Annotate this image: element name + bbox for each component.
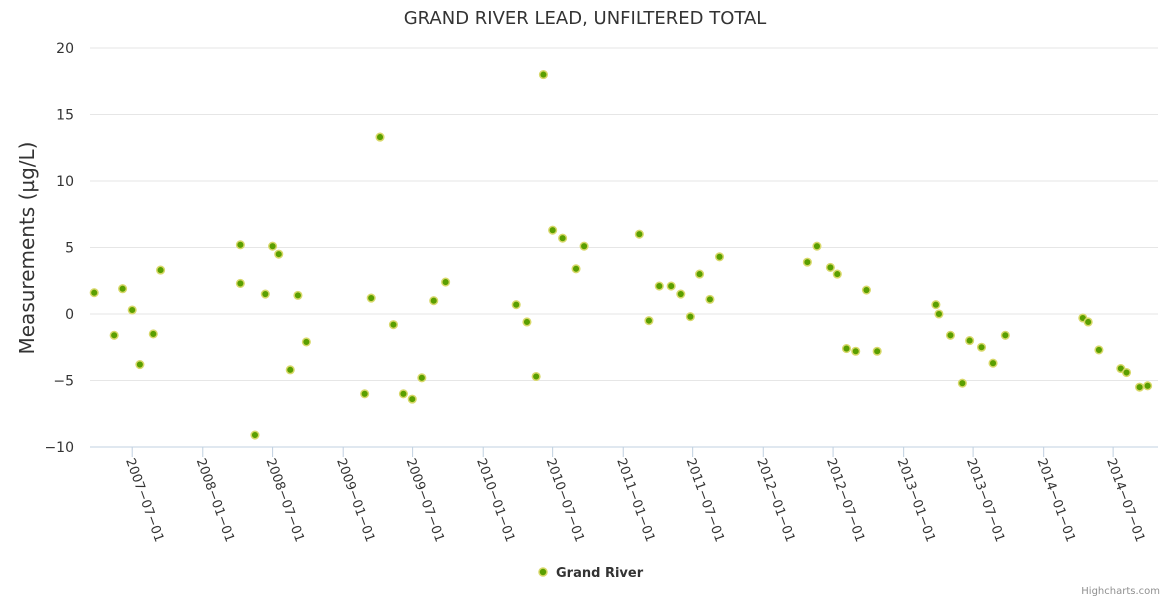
data-point[interactable]	[360, 389, 370, 399]
data-point[interactable]	[851, 346, 861, 356]
data-point[interactable]	[417, 373, 427, 383]
data-point[interactable]	[548, 225, 558, 235]
data-point[interactable]	[685, 312, 695, 322]
data-point[interactable]	[375, 132, 385, 142]
data-point[interactable]	[135, 359, 145, 370]
data-point[interactable]	[511, 300, 521, 310]
y-tick-label: 15	[56, 108, 74, 124]
data-point[interactable]	[579, 241, 589, 251]
credits-link[interactable]: Highcharts.com	[1081, 586, 1160, 597]
data-point[interactable]	[1094, 345, 1104, 355]
data-point[interactable]	[934, 309, 944, 319]
y-tick-label: −10	[44, 440, 74, 456]
data-point[interactable]	[156, 265, 166, 275]
data-point[interactable]	[861, 285, 871, 295]
data-point[interactable]	[965, 336, 975, 346]
data-point[interactable]	[825, 262, 835, 273]
data-point[interactable]	[388, 320, 398, 330]
y-tick-label: 0	[65, 307, 74, 323]
data-point[interactable]	[118, 284, 128, 294]
data-point[interactable]	[695, 269, 705, 279]
data-point[interactable]	[988, 358, 998, 368]
legend-item-grand-river[interactable]: Grand River	[556, 566, 644, 581]
data-point[interactable]	[109, 330, 119, 340]
data-point[interactable]	[293, 290, 303, 300]
data-point[interactable]	[429, 296, 439, 306]
data-point[interactable]	[957, 378, 967, 388]
data-point[interactable]	[398, 389, 408, 399]
data-point[interactable]	[802, 257, 812, 267]
y-tick-label: −5	[53, 374, 74, 390]
data-point[interactable]	[832, 269, 842, 279]
data-point[interactable]	[976, 342, 987, 352]
data-point[interactable]	[301, 337, 311, 347]
data-point[interactable]	[812, 241, 822, 251]
data-point[interactable]	[1135, 382, 1145, 392]
data-point[interactable]	[1121, 367, 1132, 378]
data-point[interactable]	[285, 365, 295, 375]
y-tick-label: 20	[56, 41, 74, 57]
data-point[interactable]	[268, 241, 278, 251]
data-point[interactable]	[148, 329, 158, 339]
legend-marker[interactable]	[538, 567, 548, 577]
data-point[interactable]	[260, 289, 270, 299]
data-point[interactable]	[538, 70, 548, 80]
data-point[interactable]	[441, 277, 451, 287]
y-tick-label: 5	[65, 241, 74, 257]
data-point[interactable]	[522, 317, 532, 327]
data-point[interactable]	[654, 281, 664, 291]
chart-title: GRAND RIVER LEAD, UNFILTERED TOTAL	[404, 8, 767, 29]
data-point[interactable]	[1083, 317, 1093, 327]
data-point[interactable]	[571, 264, 581, 274]
data-point[interactable]	[1143, 381, 1153, 391]
y-axis-label: Measurements (µg/L)	[15, 142, 39, 355]
data-point[interactable]	[250, 430, 260, 440]
data-point[interactable]	[931, 300, 941, 310]
data-point[interactable]	[634, 229, 644, 239]
data-point[interactable]	[676, 289, 686, 299]
data-point[interactable]	[705, 294, 715, 304]
data-point[interactable]	[945, 330, 956, 340]
data-point[interactable]	[366, 293, 376, 303]
y-tick-label: 10	[56, 174, 74, 190]
data-point[interactable]	[666, 281, 676, 291]
data-point[interactable]	[235, 278, 245, 288]
data-point[interactable]	[531, 371, 541, 382]
data-point[interactable]	[644, 316, 654, 326]
data-point[interactable]	[558, 233, 568, 243]
data-point[interactable]	[235, 240, 245, 250]
data-point[interactable]	[89, 288, 99, 298]
data-point[interactable]	[841, 344, 852, 354]
data-point[interactable]	[1000, 330, 1010, 340]
data-point[interactable]	[127, 305, 137, 315]
data-point[interactable]	[274, 249, 284, 259]
data-point[interactable]	[872, 346, 882, 356]
legend[interactable]: Grand River	[538, 566, 644, 581]
data-point[interactable]	[714, 252, 725, 262]
data-point[interactable]	[407, 394, 417, 404]
data-series-grand-river[interactable]	[89, 70, 1153, 440]
